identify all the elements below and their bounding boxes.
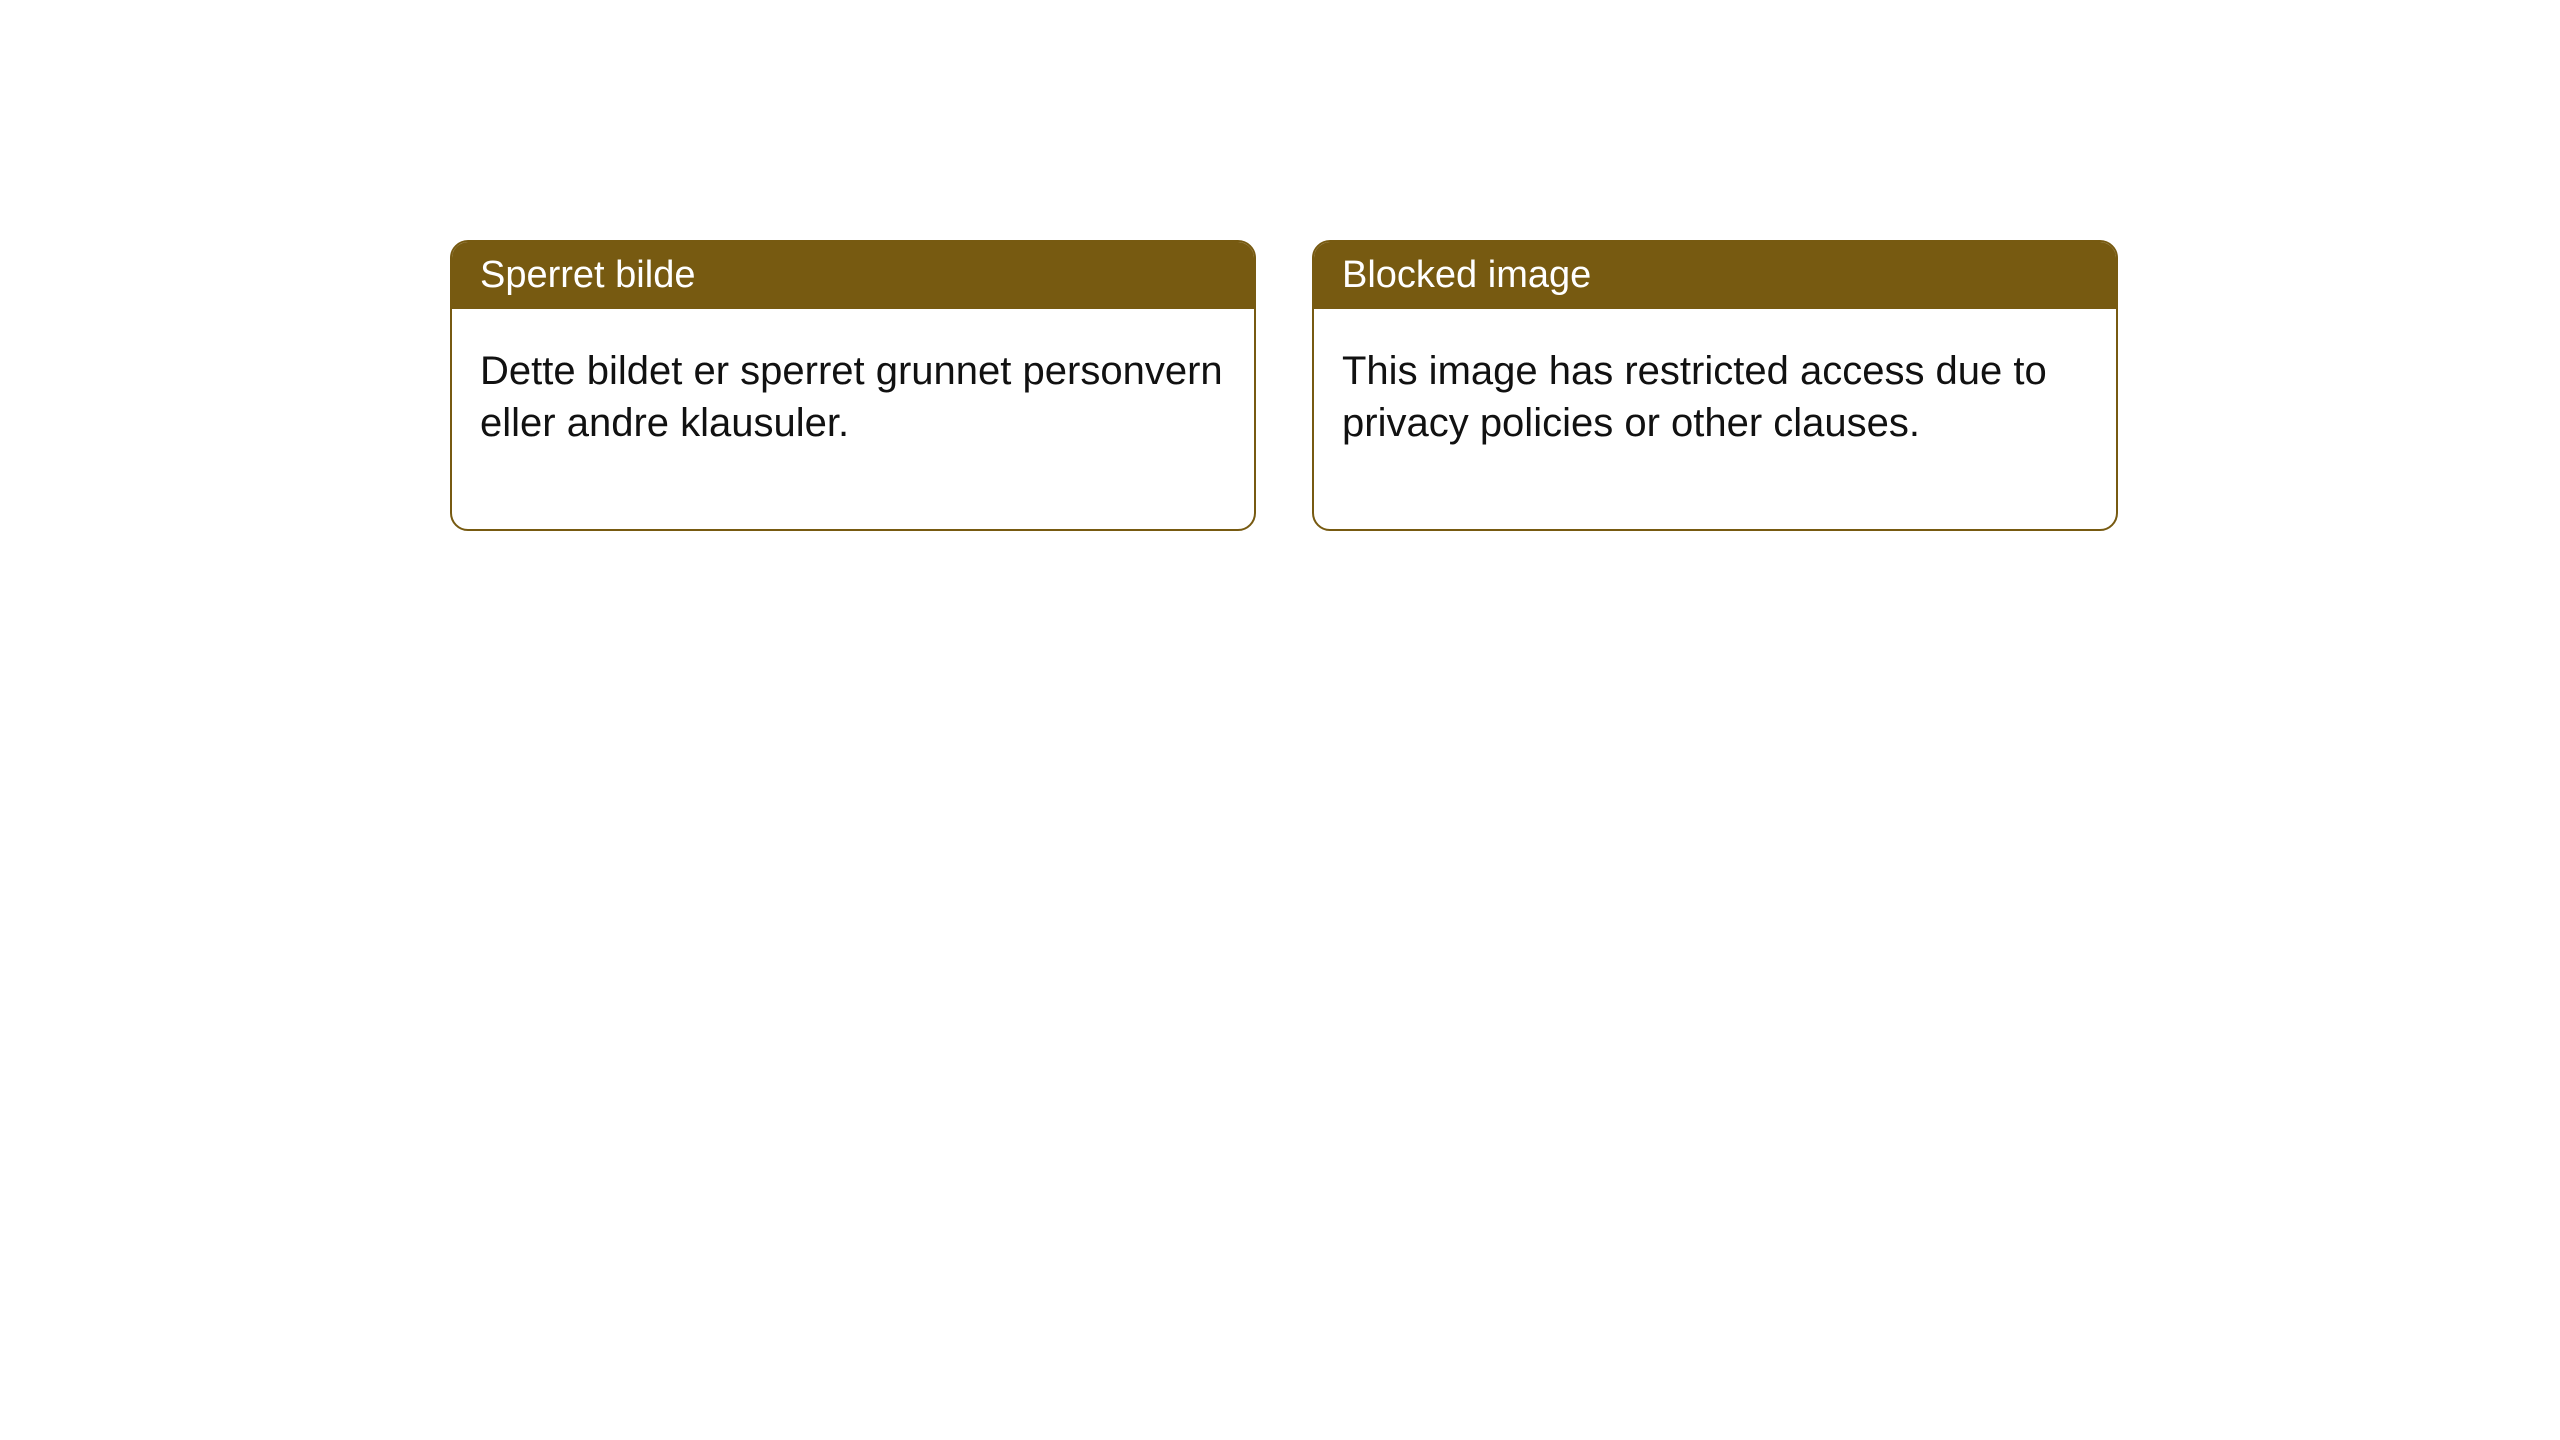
card-body-en: This image has restricted access due to … (1314, 309, 2116, 529)
notice-container: Sperret bilde Dette bildet er sperret gr… (0, 0, 2560, 531)
card-body-no: Dette bildet er sperret grunnet personve… (452, 309, 1254, 529)
card-header-no: Sperret bilde (452, 242, 1254, 309)
blocked-image-card-en: Blocked image This image has restricted … (1312, 240, 2118, 531)
card-header-en: Blocked image (1314, 242, 2116, 309)
blocked-image-card-no: Sperret bilde Dette bildet er sperret gr… (450, 240, 1256, 531)
